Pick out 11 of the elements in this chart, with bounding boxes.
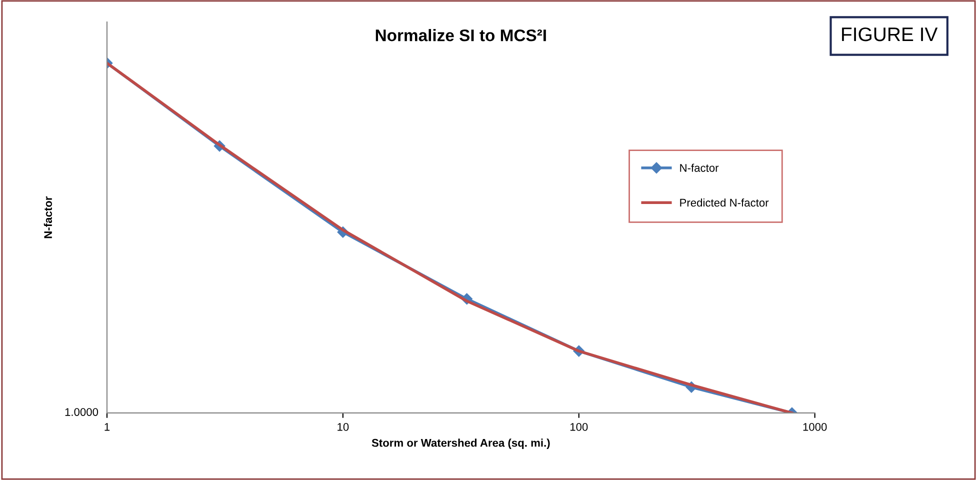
x-tick-label: 1 bbox=[104, 423, 110, 431]
text: 1.0000 bbox=[65, 408, 98, 416]
legend-label: N-factor bbox=[680, 164, 719, 172]
x-axis-title: Storm or Watershed Area (sq. mi.) bbox=[372, 438, 550, 449]
text: FIGURE IV bbox=[842, 27, 938, 42]
chart-title: Normalize SI to MCS²I bbox=[376, 29, 546, 42]
x-tick-label: 100 bbox=[570, 423, 588, 431]
x-tick-label: 1000 bbox=[803, 423, 827, 431]
x-tick-label: 10 bbox=[338, 423, 349, 431]
y-axis-title: N-factor bbox=[44, 196, 52, 238]
legend-label: Predicted N-factor bbox=[680, 198, 769, 207]
